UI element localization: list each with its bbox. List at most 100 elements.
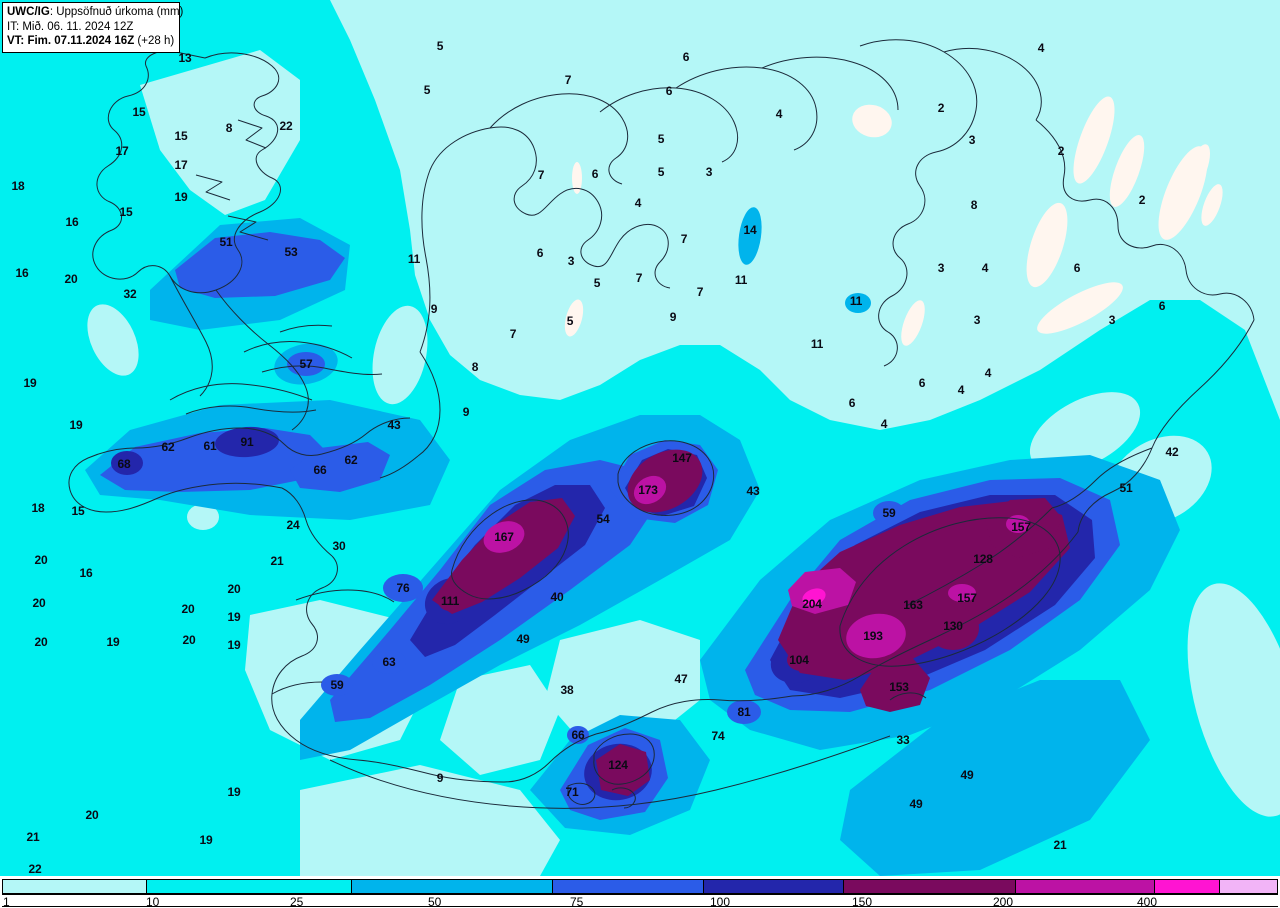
outline-vatnajokull	[839, 517, 1061, 667]
pale-patch-s	[545, 620, 700, 740]
band5075-57	[287, 352, 325, 376]
precip-value-label: 3	[968, 133, 976, 147]
coast-snae-2	[321, 417, 411, 455]
header-valid-time: VT: Fim. 07.11.2024 16Z	[7, 35, 135, 48]
coast-north-5	[761, 56, 899, 111]
band100150-153	[860, 655, 930, 712]
coast-east-2	[1077, 319, 1255, 533]
precip-value-label: 30	[332, 539, 346, 553]
precip-value-label: 15	[174, 129, 188, 143]
precip-value-label: 71	[565, 785, 579, 799]
precip-value-label: 157	[1011, 520, 1031, 534]
precip-value-label: 3	[567, 254, 575, 268]
pale-patch-s3	[300, 765, 560, 876]
dry-patch-7	[901, 300, 925, 346]
band5075-76	[383, 574, 423, 602]
precip-value-label: 17	[174, 158, 188, 172]
precip-value-label: 32	[123, 287, 137, 301]
precip-value-label: 21	[26, 830, 40, 844]
coast-hvalfjordur	[417, 351, 441, 457]
precip-value-label: 6	[682, 50, 690, 64]
precip-value-label: 6	[1073, 261, 1081, 275]
coast-east-3	[1051, 447, 1153, 509]
precip-value-label: 6	[1158, 299, 1166, 313]
band150200-157	[948, 584, 976, 602]
precip-value-label: 81	[737, 705, 751, 719]
dry-patch-11	[1185, 144, 1211, 192]
precip-value-label: 57	[299, 357, 313, 371]
dry-patch-8	[852, 104, 892, 138]
map-header-box: UWC/IG: Uppsöfnuð úrkoma (mm) IT: Mið. 0…	[2, 2, 183, 54]
precip-value-label: 19	[23, 376, 37, 390]
precip-value-label: 24	[286, 518, 300, 532]
precip-value-label: 7	[564, 73, 572, 87]
precip-value-label: 66	[313, 463, 327, 477]
precip-value-label: 19	[174, 190, 188, 204]
pale-patch-w4	[187, 504, 219, 530]
coast-reykjanes	[271, 555, 505, 783]
band100150-130	[927, 606, 979, 650]
band5075-66	[567, 726, 589, 744]
band2550-se-ocean	[840, 680, 1150, 876]
pale-patch-e3	[1029, 392, 1141, 472]
precip-value-label: 7	[537, 168, 545, 182]
outline-hofsjokull	[617, 440, 715, 516]
precip-value-label: 6	[536, 246, 544, 260]
pale-patch-e2	[1187, 583, 1280, 817]
precip-value-label: 5	[593, 276, 601, 290]
precip-value-label: 11	[734, 273, 748, 287]
map-canvas[interactable]: UWC/IG: Uppsöfnuð úrkoma (mm) IT: Mið. 0…	[0, 0, 1280, 876]
color-scale-legend: 1 10 25 50 75 100 150 200 400	[0, 876, 1280, 908]
band5075-81	[727, 700, 761, 724]
precip-value-label: 204	[802, 597, 822, 611]
precip-value-label: 6	[591, 167, 599, 181]
coast-breida-5	[279, 324, 333, 333]
coast-east-1	[1035, 119, 1255, 321]
coast-south-1	[595, 695, 793, 735]
precip-value-label: 91	[240, 435, 254, 449]
precip-value-label: 2	[1057, 144, 1065, 158]
band150200-193	[846, 613, 906, 659]
precip-value-label: 8	[970, 198, 978, 212]
band200400-204	[802, 588, 826, 606]
precip-value-label: 19	[69, 418, 83, 432]
coast-reykjanes-s	[271, 681, 323, 695]
dry-patch-9	[572, 162, 582, 194]
legend-tick-labels: 1 10 25 50 75 100 150 200 400	[0, 895, 1280, 908]
band150200-173	[633, 475, 667, 505]
precip-value-label: 18	[31, 501, 45, 515]
band5075-6266	[290, 442, 390, 492]
precip-value-label: 19	[227, 785, 241, 799]
precip-value-label: 6	[918, 376, 926, 390]
coast-snaefellsnes	[68, 427, 323, 513]
precip-value-label: 21	[1053, 838, 1067, 852]
band75100-91	[215, 426, 279, 458]
band100150-111	[438, 591, 462, 611]
band2550-14	[738, 207, 762, 265]
precip-value-label: 62	[344, 453, 358, 467]
legend-swatch	[3, 880, 147, 893]
precip-value-label: 193	[863, 629, 883, 643]
coast-fjord-3	[227, 215, 269, 241]
coast-north-1	[419, 126, 671, 353]
coast-north-4	[675, 66, 818, 151]
precip-value-label: 5	[436, 39, 444, 53]
coast-breida-1	[185, 405, 317, 415]
precip-value-label: 42	[1165, 445, 1179, 459]
precip-value-label: 9	[669, 310, 677, 324]
precip-value-label: 19	[227, 610, 241, 624]
precip-value-label: 4	[984, 366, 992, 380]
legend-swatch	[553, 880, 704, 893]
precip-value-label: 15	[119, 205, 133, 219]
pale-patch-w1	[87, 304, 139, 376]
precip-value-label: 4	[880, 417, 888, 431]
legend-divider	[2, 894, 1278, 895]
precip-value-label: 153	[889, 680, 909, 694]
legend-swatch	[1015, 880, 1155, 893]
precip-value-label: 20	[34, 553, 48, 567]
legend-tick: 75	[570, 895, 584, 908]
outline-myrdalsjokull	[593, 733, 655, 785]
precipitation-contour-map	[68, 0, 1280, 876]
precip-value-label: 59	[330, 678, 344, 692]
